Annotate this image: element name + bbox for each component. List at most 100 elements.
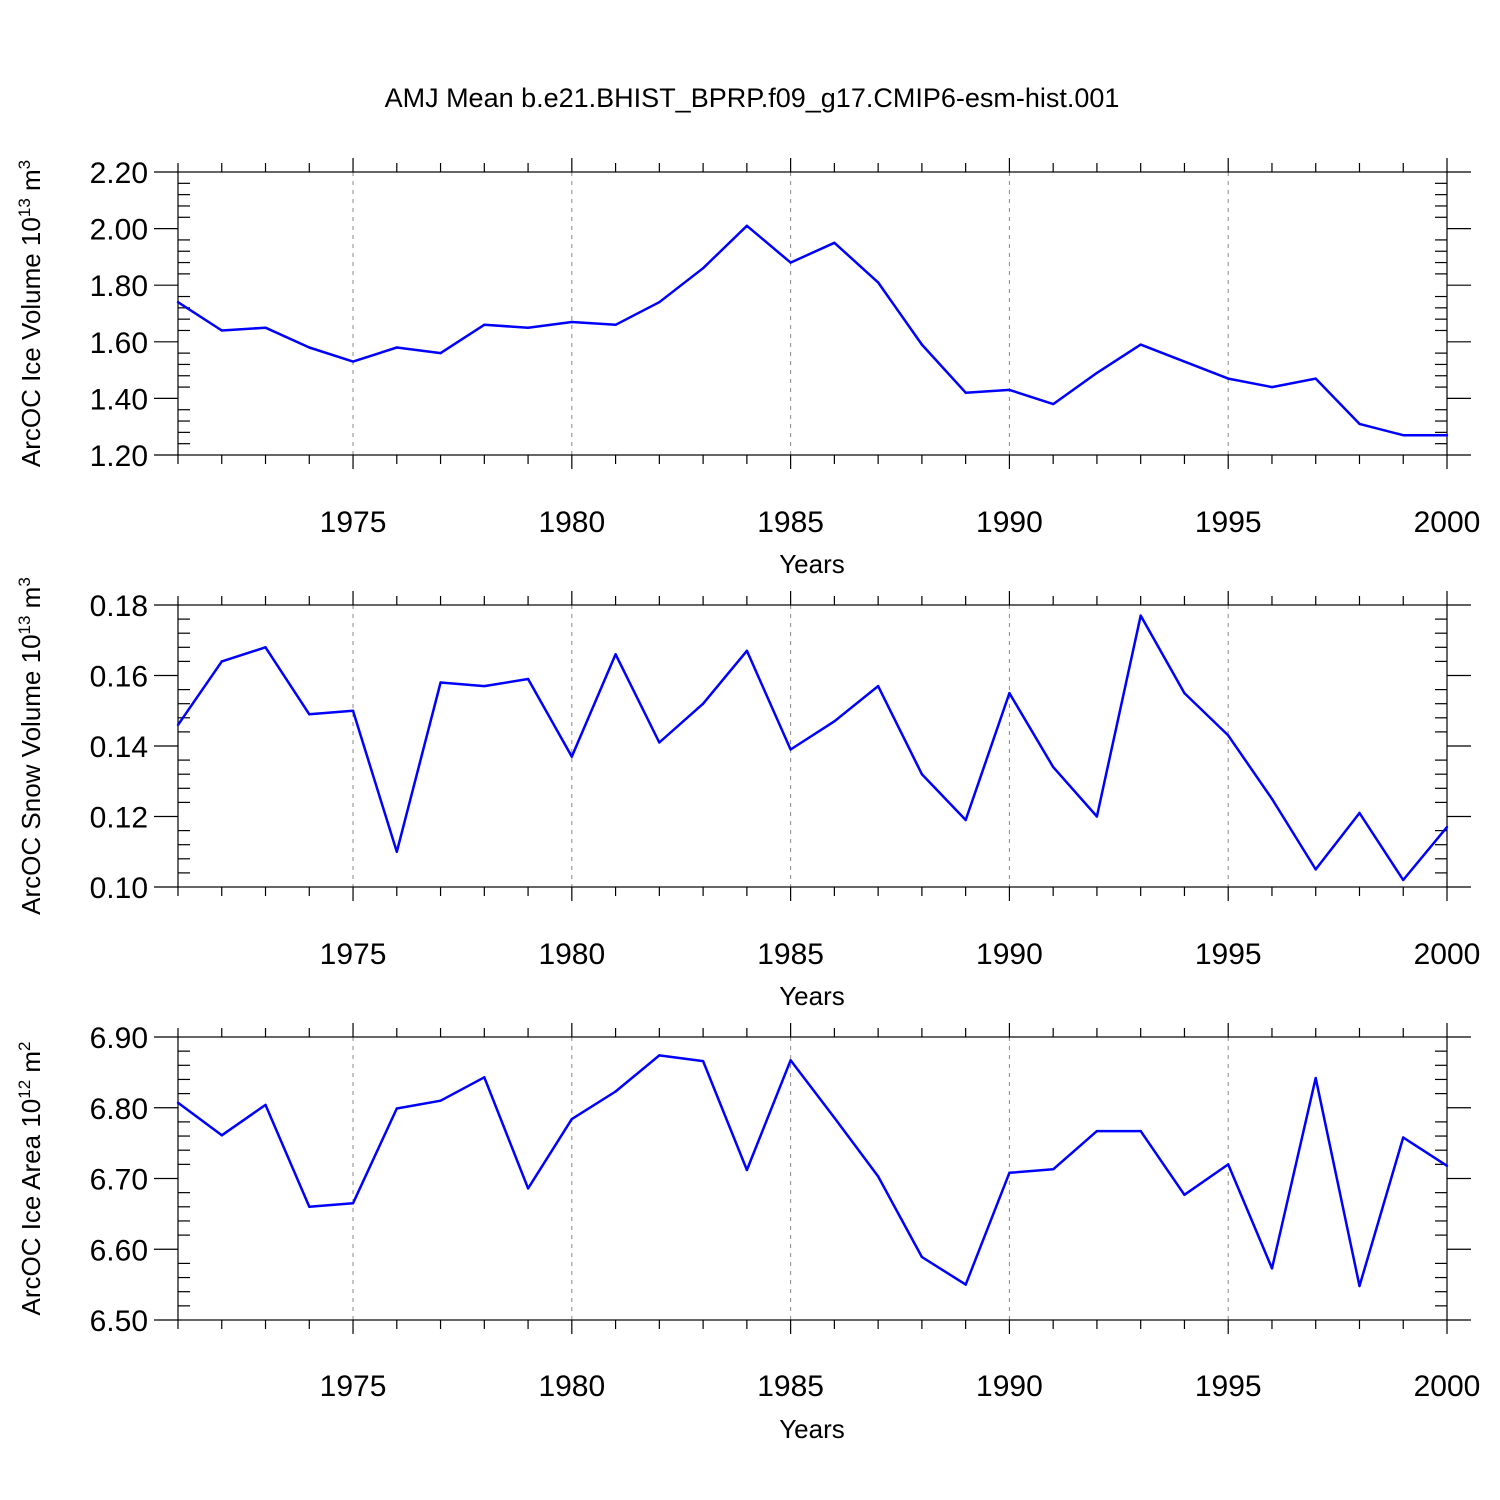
x-axis-title: Years (779, 1414, 845, 1444)
y-tick-label: 2.20 (90, 157, 148, 190)
data-point (439, 351, 442, 355)
data-point (1051, 765, 1055, 769)
data-point (1183, 691, 1186, 695)
x-tick-label: 2000 (1414, 506, 1481, 539)
x-tick-label: 1985 (757, 506, 824, 539)
data-point (1227, 1163, 1230, 1166)
y-tick-label: 1.80 (90, 270, 148, 303)
y-axis-title-exponent: 13 (15, 198, 34, 217)
data-point (526, 326, 530, 329)
y-axis-title-exponent: 12 (15, 1080, 34, 1099)
data-point (876, 1175, 880, 1178)
data-point (745, 1168, 749, 1172)
panel-1: 1.20 1.40 1.60 1.80 2.00 2.20 1975 1980 1985 1990… (15, 157, 1480, 579)
plot-frame (177, 604, 1448, 888)
data-point (1270, 797, 1274, 801)
data-point (614, 323, 617, 327)
x-tick-label: 1980 (538, 506, 605, 539)
data-point (1270, 1267, 1274, 1270)
y-axis-title-unit-exponent: 2 (15, 1041, 34, 1050)
data-point (1445, 825, 1449, 829)
data-point (526, 1187, 530, 1190)
panel-3: 6.50 6.60 6.70 6.80 6.90 1975 1980 1985 1990 1995… (15, 1022, 1480, 1444)
panel-2: 0.10 0.12 0.14 0.16 0.18 1975 1980 1985 1990 1995… (15, 577, 1480, 1011)
data-point (570, 320, 574, 324)
plot-frame (177, 1036, 1448, 1321)
data-point (1358, 1284, 1361, 1288)
data-point (701, 702, 705, 705)
data-point (483, 1076, 486, 1079)
x-axis-title: Years (779, 549, 845, 579)
data-point (1051, 402, 1055, 406)
x-axis-title: Years (779, 981, 845, 1011)
data-point (1402, 878, 1405, 882)
y-tick-label: 0.14 (90, 731, 148, 764)
data-point (745, 649, 749, 653)
data-point (1445, 1164, 1449, 1167)
data-point (833, 241, 836, 244)
data-point (1314, 1076, 1317, 1080)
data-point (1051, 1168, 1055, 1171)
y-tick-label: 0.12 (90, 802, 148, 835)
y-axis-title-unit: m (16, 169, 46, 198)
data-point (1358, 422, 1361, 426)
x-tick-label: 1990 (976, 938, 1043, 971)
data-point (920, 773, 924, 776)
x-tick-label: 1985 (757, 938, 824, 971)
data-point (920, 1255, 924, 1259)
data-point (789, 1059, 792, 1062)
x-tick-label: 1995 (1195, 506, 1262, 539)
y-axis-title-unit: m (16, 1051, 46, 1080)
data-point (395, 346, 398, 349)
data-point (351, 1202, 355, 1205)
data-point (1227, 377, 1230, 380)
x-tick-label: 2000 (1414, 1370, 1481, 1403)
data-point (264, 1103, 267, 1107)
data-point (701, 267, 705, 270)
data-point (395, 1107, 398, 1110)
x-tick-label: 1980 (538, 1370, 605, 1403)
chart-title: AMJ Mean b.e21.BHIST_BPRP.f09_g17.CMIP6-… (385, 83, 1120, 113)
data-point (1270, 385, 1274, 389)
data-point (220, 660, 223, 663)
data-point (351, 360, 355, 363)
data-point (876, 684, 880, 688)
data-point (1314, 377, 1317, 380)
y-tick-label: 0.10 (90, 872, 148, 905)
x-tick-label: 1985 (757, 1370, 824, 1403)
data-point (526, 677, 530, 681)
y-tick-label: 1.60 (90, 327, 148, 360)
y-axis-title: ArcOC Snow Volume 1013 m3 (15, 577, 46, 915)
data-point (1402, 433, 1405, 437)
data-point (308, 346, 311, 349)
data-point (570, 755, 574, 758)
data-point (308, 713, 311, 716)
x-tick-label: 2000 (1414, 938, 1481, 971)
data-point (1314, 868, 1317, 871)
data-point (176, 1101, 180, 1104)
y-tick-label: 6.50 (90, 1305, 148, 1338)
data-point (1358, 811, 1361, 815)
data-point (176, 723, 180, 727)
data-point (614, 1090, 617, 1093)
x-tick-label: 1980 (538, 938, 605, 971)
x-tick-label: 1975 (320, 1370, 387, 1403)
data-point (964, 391, 967, 394)
series-line (177, 1054, 1448, 1288)
data-point (745, 224, 749, 227)
data-point (1139, 1129, 1142, 1133)
data-point (789, 748, 792, 751)
x-tick-label: 1990 (976, 506, 1043, 539)
y-axis-title-main: ArcOC Ice Area 10 (16, 1099, 46, 1316)
data-point (920, 343, 924, 346)
y-tick-label: 6.70 (90, 1164, 148, 1197)
data-point (1008, 388, 1011, 392)
series-line (176, 614, 1448, 882)
data-point (658, 1054, 661, 1057)
data-point (1095, 1129, 1099, 1133)
y-axis-title-main: ArcOC Ice Volume 10 (16, 217, 46, 467)
data-point (264, 326, 267, 329)
data-point (351, 709, 355, 712)
data-point (658, 741, 661, 744)
series-line (177, 224, 1447, 437)
